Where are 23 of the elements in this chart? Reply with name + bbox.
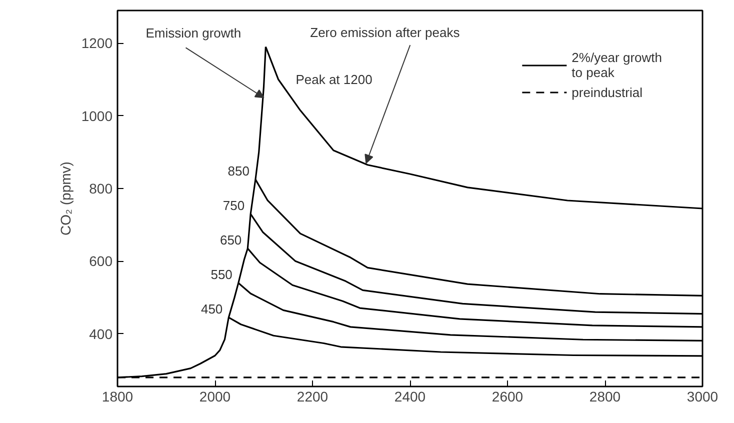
annotation: Zero emission after peaks xyxy=(310,25,460,40)
x-tick-label: 2600 xyxy=(492,388,524,404)
x-tick-label: 3000 xyxy=(686,388,718,404)
annotation: 550 xyxy=(210,266,232,282)
y-tick-label: 1200 xyxy=(81,35,113,52)
annotation: Emission growth xyxy=(146,26,242,41)
annotation: Peak at 1200 xyxy=(296,72,372,87)
x-tick-label: 2200 xyxy=(296,388,328,404)
x-tick-label: 1800 xyxy=(102,388,134,404)
y-tick-label: 800 xyxy=(89,180,113,197)
annotation: 850 xyxy=(228,163,250,178)
x-tick-label: 2800 xyxy=(589,388,621,404)
annotation: 650 xyxy=(220,232,242,248)
x-tick-label: 2000 xyxy=(199,388,231,404)
y-tick-label: 600 xyxy=(89,253,113,270)
y-tick-label: 1000 xyxy=(81,108,113,124)
legend-label: preindustrial xyxy=(572,84,642,100)
annotation: 750 xyxy=(222,198,245,213)
x-tick-label: 2400 xyxy=(394,388,426,404)
y-tick-label: 400 xyxy=(89,326,113,342)
annotation: 450 xyxy=(200,301,223,316)
legend-label: 2%/year growth to peak xyxy=(572,50,662,80)
y-axis-title: CO₂ (ppmv) xyxy=(57,162,74,236)
